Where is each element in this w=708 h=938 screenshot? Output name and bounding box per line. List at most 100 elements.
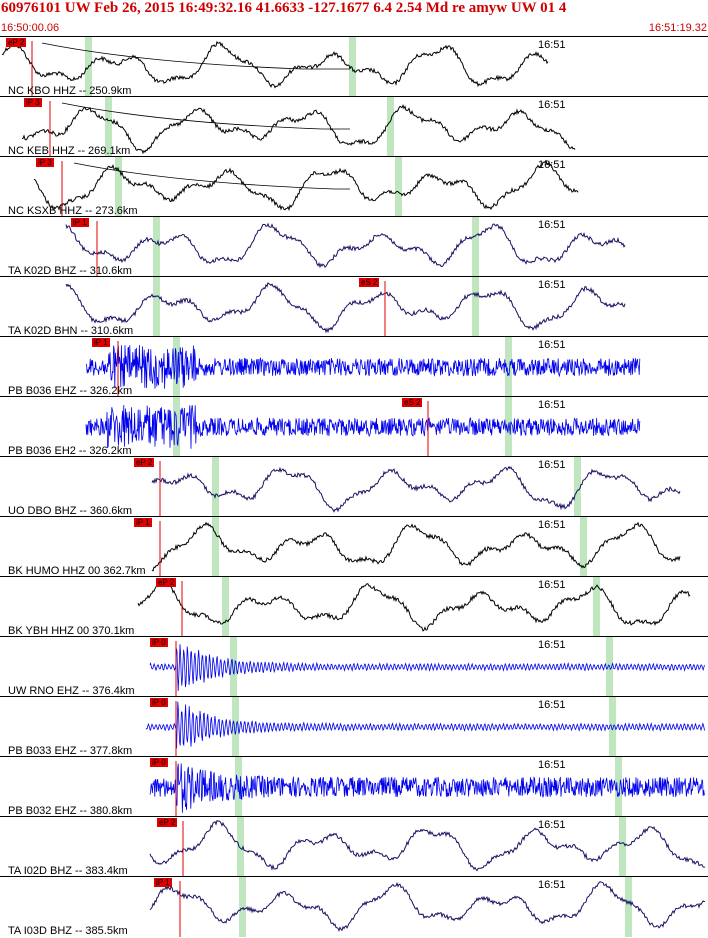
phase-window-band xyxy=(472,277,479,337)
station-label: NC KSXB HHZ -- 273.6km xyxy=(8,205,138,217)
trace-panel[interactable]: eP 2 16:51 UO DBO BHZ -- 360.6km xyxy=(0,456,708,517)
p-pick-label[interactable]: iP 3 xyxy=(36,158,54,167)
start-time-label: 16:50:00.06 xyxy=(1,22,60,34)
reference-curve xyxy=(61,102,350,130)
waveform xyxy=(149,819,706,872)
phase-window-band xyxy=(609,697,616,757)
waveform xyxy=(22,104,576,155)
s-pick-label[interactable]: eS 2 xyxy=(402,398,423,407)
trace-panel[interactable]: iP 1 16:51 TA K02D BHZ -- 310.6km xyxy=(0,216,708,277)
trace-canvas xyxy=(149,757,705,817)
phase-window-band xyxy=(505,337,512,397)
phase-window-band xyxy=(349,37,356,97)
trace-panel[interactable]: eP 2 16:51 BK YBH HHZ 00 370.1km xyxy=(0,576,708,637)
seismogram-plot[interactable]: eP 2 16:51 NC KBO HHZ -- 250.9km iP 3 16:51 N… xyxy=(0,36,708,938)
trace-panel[interactable]: eS 2 16:51 TA K02D BHN -- 310.6km xyxy=(0,276,708,337)
trace-panel[interactable]: iP 0 16:51 PB B033 EHZ -- 377.8km xyxy=(0,696,708,757)
phase-window-band xyxy=(212,457,219,517)
trace-panel[interactable]: eS 2 16:51 PB B036 EH2 -- 326.2km xyxy=(0,396,708,457)
p-pick-label[interactable]: iP 1 xyxy=(92,338,110,347)
trace-panel[interactable]: iP 3 16:51 NC KEB HHZ -- 269.1km xyxy=(0,96,708,157)
station-label: BK HUMO HHZ 00 362.7km xyxy=(8,565,146,577)
trace-panel[interactable]: iP 1 16:51 TA I03D BHZ -- 385.5km xyxy=(0,876,708,937)
phase-window-band xyxy=(222,577,229,637)
trace-canvas xyxy=(33,157,579,217)
p-pick-label[interactable]: iP 0 xyxy=(150,758,168,767)
phase-window-band xyxy=(212,517,219,577)
phase-window-band xyxy=(395,157,402,217)
phase-window-band xyxy=(593,577,600,637)
phase-window-band xyxy=(232,697,239,757)
phase-window-band xyxy=(580,517,587,577)
waveform xyxy=(145,701,705,749)
station-label: BK YBH HHZ 00 370.1km xyxy=(8,625,135,637)
trace-panel[interactable]: iP 3 16:51 NC KSXB HHZ -- 273.6km xyxy=(0,156,708,217)
time-mark-label: 16:51 xyxy=(538,279,566,291)
p-pick-label[interactable]: iP 3 xyxy=(24,98,42,107)
p-pick-label[interactable]: eP 2 xyxy=(6,38,27,47)
time-mark-label: 16:51 xyxy=(538,759,566,771)
station-label: UO DBO BHZ -- 360.6km xyxy=(8,505,133,517)
trace-canvas xyxy=(1,37,549,97)
station-label: NC KBO HHZ -- 250.9km xyxy=(8,85,132,97)
trace-canvas xyxy=(65,277,626,337)
p-pick-label[interactable]: iP 0 xyxy=(150,698,168,707)
time-mark-label: 16:51 xyxy=(538,699,566,711)
station-label: PB B033 EHZ -- 377.8km xyxy=(8,745,133,757)
time-mark-label: 16:51 xyxy=(538,459,566,471)
p-pick-label[interactable]: eP 2 xyxy=(156,578,177,587)
p-pick-label[interactable]: iP 0 xyxy=(150,638,168,647)
end-time-label: 16:51:19.32 xyxy=(648,22,707,34)
time-mark-label: 16:51 xyxy=(538,399,566,411)
trace-canvas xyxy=(149,637,705,697)
time-mark-label: 16:51 xyxy=(538,579,566,591)
waveform xyxy=(151,465,681,513)
time-mark-label: 16:51 xyxy=(538,819,566,831)
p-pick-label[interactable]: iP 1 xyxy=(71,218,89,227)
p-pick-label[interactable]: iP 1 xyxy=(154,878,172,887)
station-label: PB B036 EH2 -- 326.2km xyxy=(8,445,132,457)
phase-window-band xyxy=(230,637,237,697)
time-mark-label: 16:51 xyxy=(538,879,566,891)
time-mark-label: 16:51 xyxy=(538,99,566,111)
station-label: TA K02D BHN -- 310.6km xyxy=(8,325,134,337)
time-mark-label: 16:51 xyxy=(538,159,566,171)
trace-panel[interactable]: iP 0 16:51 UW RNO EHZ -- 376.4km xyxy=(0,636,708,697)
phase-window-band xyxy=(472,217,479,277)
waveform xyxy=(33,159,579,212)
station-label: TA I02D BHZ -- 383.4km xyxy=(8,865,128,877)
waveform xyxy=(149,644,705,692)
time-mark-label: 16:51 xyxy=(538,39,566,51)
waveform xyxy=(65,222,626,269)
time-mark-label: 16:51 xyxy=(538,339,566,351)
trace-panel[interactable]: iP 0 16:51 PB B032 EHZ -- 380.8km xyxy=(0,756,708,817)
trace-panel[interactable]: iP 1 16:51 BK HUMO HHZ 00 362.7km xyxy=(0,516,708,577)
p-pick-label[interactable]: eP 2 xyxy=(157,818,178,827)
phase-window-band xyxy=(387,97,394,157)
phase-window-band xyxy=(239,877,246,937)
trace-canvas xyxy=(137,577,691,637)
event-header-title: 60976101 UW Feb 26, 2015 16:49:32.16 41.… xyxy=(1,0,567,16)
station-label: UW RNO EHZ -- 376.4km xyxy=(8,685,135,697)
waveform xyxy=(149,763,705,813)
trace-panel[interactable]: eP 2 16:51 NC KBO HHZ -- 250.9km xyxy=(0,36,708,97)
phase-window-band xyxy=(115,157,122,217)
station-label: TA K02D BHZ -- 310.6km xyxy=(8,265,132,277)
phase-window-band xyxy=(625,877,632,937)
waveform xyxy=(151,521,681,572)
trace-panel[interactable]: eP 2 16:51 TA I02D BHZ -- 383.4km xyxy=(0,816,708,877)
trace-canvas xyxy=(151,517,681,577)
phase-window-band xyxy=(153,217,160,277)
trace-canvas xyxy=(22,97,576,157)
time-mark-label: 16:51 xyxy=(538,639,566,651)
trace-panel[interactable]: iP 1 16:51 PB B036 EHZ -- 326.2km xyxy=(0,336,708,397)
phase-window-band xyxy=(153,277,160,337)
station-label: PB B036 EHZ -- 326.2km xyxy=(8,385,133,397)
s-pick-label[interactable]: eS 2 xyxy=(359,278,380,287)
trace-canvas xyxy=(149,877,706,937)
waveform xyxy=(1,40,549,89)
waveform xyxy=(137,580,691,632)
p-pick-label[interactable]: iP 1 xyxy=(134,518,152,527)
trace-canvas xyxy=(151,457,681,517)
p-pick-label[interactable]: eP 2 xyxy=(134,458,155,467)
